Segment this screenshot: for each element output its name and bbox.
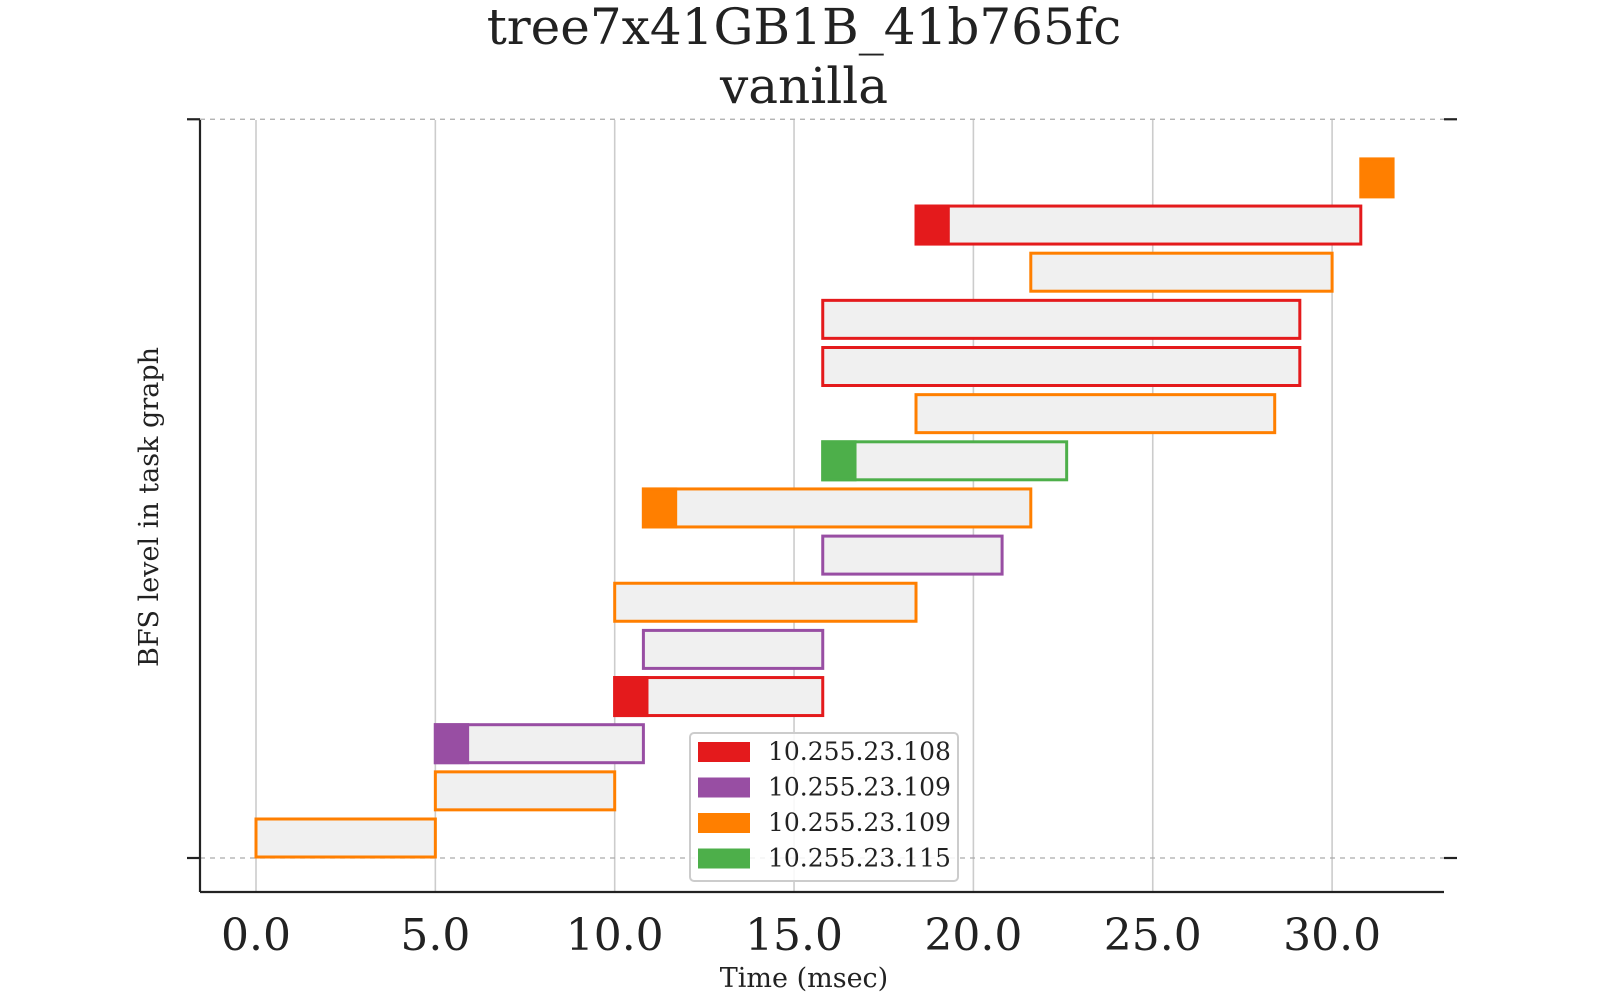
- task-bar-head: [914, 204, 950, 246]
- task-bar-body: [821, 298, 1302, 340]
- x-tick-label: 15.0: [745, 910, 843, 961]
- legend-swatch: [698, 742, 750, 762]
- task-bar: [821, 298, 1302, 340]
- task-bar-head: [433, 723, 470, 765]
- x-tick-label: 0.0: [221, 910, 291, 961]
- task-bar-head: [821, 440, 857, 482]
- task-bar-body: [641, 487, 1033, 529]
- legend: 10.255.23.108 10.255.23.109 10.255.23.109 1…: [689, 732, 959, 882]
- task-bar: [914, 204, 1363, 246]
- task-bar-head: [641, 487, 678, 529]
- task-bar-body: [821, 440, 1069, 482]
- chart-title: tree7x41GB1B_41b765fc: [487, 0, 1122, 56]
- x-tick-label: 10.0: [566, 910, 664, 961]
- task-bars: [254, 157, 1395, 859]
- task-bar: [821, 534, 1004, 576]
- task-bar: [433, 770, 617, 812]
- axes: 0.0 5.0 10.0 15.0 20.0 25.0 30.0: [187, 118, 1457, 961]
- task-bar-body: [821, 346, 1302, 387]
- task-bar: [641, 487, 1033, 529]
- task-bar: [821, 440, 1069, 482]
- x-axis-label: Time (msec): [720, 963, 888, 994]
- task-bar-head: [613, 676, 649, 718]
- task-bar-body: [914, 393, 1277, 435]
- legend-swatch: [698, 848, 750, 869]
- legend-label: 10.255.23.115: [768, 844, 951, 873]
- y-axis-label: BFS level in task graph: [134, 347, 165, 667]
- task-bar: [433, 723, 645, 765]
- task-bar-body: [613, 581, 918, 623]
- task-bar: [613, 581, 918, 623]
- x-tick-label: 25.0: [1104, 910, 1202, 961]
- task-bar: [254, 817, 437, 859]
- task-bar: [821, 346, 1302, 387]
- x-tick-label: 30.0: [1283, 910, 1381, 961]
- task-bar-head: [1359, 157, 1395, 199]
- task-bar-body: [1029, 251, 1334, 293]
- x-tick-label: 20.0: [924, 910, 1022, 961]
- task-bar-body: [254, 817, 437, 859]
- task-bar-body: [821, 534, 1004, 576]
- chart-subtitle: vanilla: [719, 57, 888, 115]
- task-bar-body: [914, 204, 1363, 246]
- task-bar: [641, 628, 825, 670]
- task-bar: [1359, 157, 1395, 199]
- legend-label: 10.255.23.108: [768, 737, 951, 766]
- x-tick-label: 5.0: [400, 910, 470, 961]
- legend-frame: [689, 732, 959, 882]
- task-bar-body: [613, 676, 825, 718]
- legend-label: 10.255.23.109: [768, 808, 951, 837]
- task-bar-body: [641, 628, 825, 670]
- task-bar: [613, 676, 825, 718]
- legend-label: 10.255.23.109: [768, 773, 951, 802]
- task-bar: [914, 393, 1277, 435]
- task-bar-body: [433, 723, 645, 765]
- task-bar-body: [433, 770, 617, 812]
- legend-swatch: [698, 813, 750, 833]
- task-bar: [1029, 251, 1334, 293]
- legend-swatch: [698, 777, 750, 798]
